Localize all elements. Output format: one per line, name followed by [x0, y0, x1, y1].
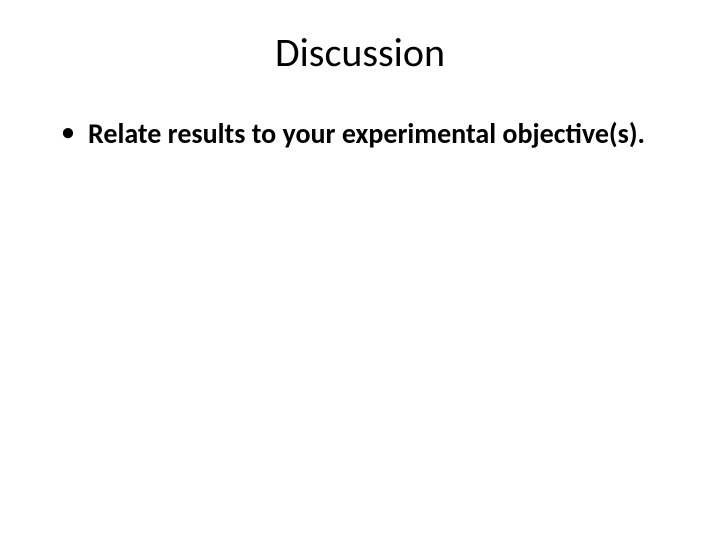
slide: Discussion Relate results to your experi… [0, 0, 720, 540]
slide-title: Discussion [50, 28, 670, 77]
bullet-item: Relate results to your experimental obje… [60, 117, 670, 150]
bullet-list: Relate results to your experimental obje… [60, 117, 670, 150]
slide-body: Relate results to your experimental obje… [50, 117, 670, 150]
